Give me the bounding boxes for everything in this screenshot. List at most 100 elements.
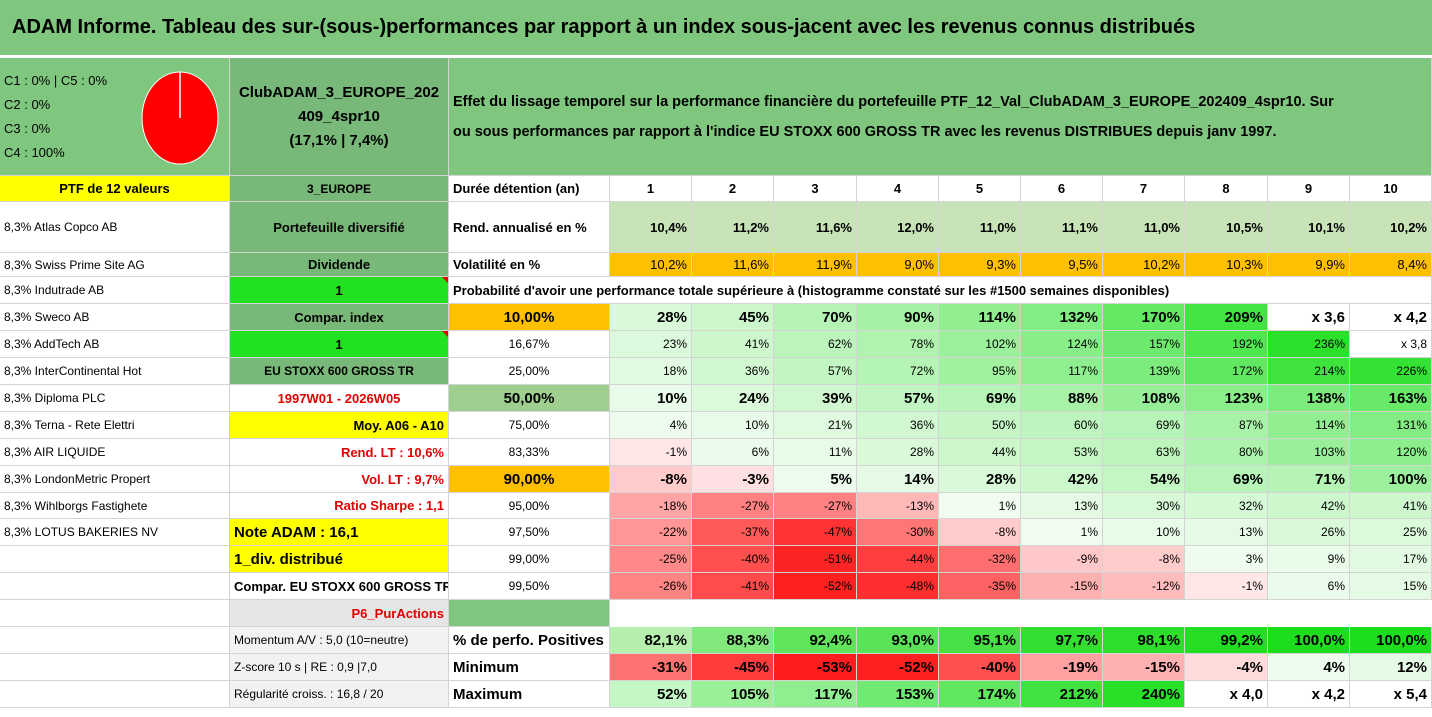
legend-entry: C2 : 0% [4,96,51,112]
quantile-value: -37% [692,519,774,546]
quantile-value: x 4,2 [1350,304,1432,331]
quantile-value: 30% [1103,493,1185,519]
holding-row: 8,3% Terna - Rete Elettri [0,412,230,439]
quantile-value: -32% [939,546,1021,573]
long-term-volatility: Vol. LT : 9,7% [230,466,449,493]
quantile-value: 10% [692,412,774,439]
quantile-value: -26% [610,573,692,600]
holding-row: 8,3% Swiss Prime Site AG [0,253,230,277]
quantile-value: -30% [857,519,939,546]
holding-row: 8,3% LondonMetric Propert [0,466,230,493]
year-header: 8 [1185,176,1268,202]
annualized-return-value: 10,1% [1268,202,1350,253]
quantile-value: 132% [1021,304,1103,331]
report-title: ADAM Informe. Tableau des sur-(sous-)per… [0,0,1432,58]
quantile-value: 5% [774,466,857,493]
quantile-value: 42% [1268,493,1350,519]
annualized-return-value: 10,5% [1185,202,1268,253]
maximum-value: 52% [610,681,692,708]
sharpe-ratio: Ratio Sharpe : 1,1 [230,493,449,519]
holding-row: 8,3% InterContinental Hot [0,358,230,385]
volatility-value: 9,5% [1021,253,1103,277]
index-name: EU STOXX 600 GROSS TR [230,358,449,385]
quantile-value: 192% [1185,331,1268,358]
holding-row: 8,3% AddTech AB [0,331,230,358]
quantile-value: 69% [1103,412,1185,439]
quantile-value: -22% [610,519,692,546]
dividende-flag-value: 1 [230,277,449,304]
quantile-value: -41% [692,573,774,600]
minimum-value: -31% [610,654,692,681]
year-header: 6 [1021,176,1103,202]
diversified-label: Portefeuille diversifié [230,202,449,253]
holding-row: 8,3% Indutrade AB [0,277,230,304]
quantile-label: 50,00% [449,385,610,412]
minimum-value: -40% [939,654,1021,681]
quantile-label: 99,00% [449,546,610,573]
empty-cell [0,627,230,654]
minimum-value: -52% [857,654,939,681]
year-header: 1 [610,176,692,202]
quantile-value: 10% [1103,519,1185,546]
quantile-value: 28% [857,439,939,466]
quantile-value: -51% [774,546,857,573]
legend-entry: C3 : 0% [4,120,51,136]
quantile-value: 44% [939,439,1021,466]
quantile-value: 13% [1021,493,1103,519]
quantile-value: x 3,6 [1268,304,1350,331]
quantile-label: 99,50% [449,573,610,600]
maximum-value: 117% [774,681,857,708]
minimum-value: -53% [774,654,857,681]
positive-perf-value: 93,0% [857,627,939,654]
portfolio-name: ClubADAM_3_EUROPE_202 409_4spr10 (17,1% | … [230,58,449,176]
quantile-value: 123% [1185,385,1268,412]
zscore-label: Z-score 10 s | RE : 0,9 |7,0 [230,654,449,681]
comment-marker [442,331,448,337]
quantile-value: 72% [857,358,939,385]
minimum-value: -15% [1103,654,1185,681]
quantile-value: -12% [1103,573,1185,600]
quantile-value: 36% [692,358,774,385]
year-header: 7 [1103,176,1185,202]
positive-perf-value: 92,4% [774,627,857,654]
comparison-label: Compar. EU STOXX 600 GROSS TR [230,573,449,600]
p6-label: P6_PurActions [230,600,449,627]
long-term-return: Rend. LT : 10,6% [230,439,449,466]
volatility-value: 10,3% [1185,253,1268,277]
positive-perf-value: 100,0% [1350,627,1432,654]
quantile-value: 71% [1268,466,1350,493]
year-header: 4 [857,176,939,202]
description-line: Effet du lissage temporel sur la perform… [453,93,1334,110]
region-label: 3_EUROPE [230,176,449,202]
regularity-label: Régularité croiss. : 16,8 / 20 [230,681,449,708]
compar-index-label: Compar. index [230,304,449,331]
quantile-value: 53% [1021,439,1103,466]
quantile-value: 157% [1103,331,1185,358]
quantile-value: -44% [857,546,939,573]
volatility-value: 9,9% [1268,253,1350,277]
maximum-value: x 4,0 [1185,681,1268,708]
quantile-value: -25% [610,546,692,573]
holding-row: 8,3% Diploma PLC [0,385,230,412]
quantile-value: 14% [857,466,939,493]
quantile-value: 63% [1103,439,1185,466]
quantile-value: 13% [1185,519,1268,546]
quantile-value: -3% [692,466,774,493]
quantile-value: 54% [1103,466,1185,493]
quantile-value: -48% [857,573,939,600]
quantile-value: 236% [1268,331,1350,358]
quantile-value: 36% [857,412,939,439]
probability-heading: Probabilité d'avoir une performance tota… [449,277,1432,304]
quantile-label: 97,50% [449,519,610,546]
report-description: Effet du lissage temporel sur la perform… [449,58,1432,176]
quantile-value: 172% [1185,358,1268,385]
positive-perf-value: 88,3% [692,627,774,654]
quantile-value: 24% [692,385,774,412]
momentum-label: Momentum A/V : 5,0 (10=neutre) [230,627,449,654]
quantile-value: 131% [1350,412,1432,439]
volatility-value: 11,9% [774,253,857,277]
maximum-label: Maximum [449,681,610,708]
dividend-count: 1_div. distribué [230,546,449,573]
quantile-value: -52% [774,573,857,600]
quantile-value: 88% [1021,385,1103,412]
